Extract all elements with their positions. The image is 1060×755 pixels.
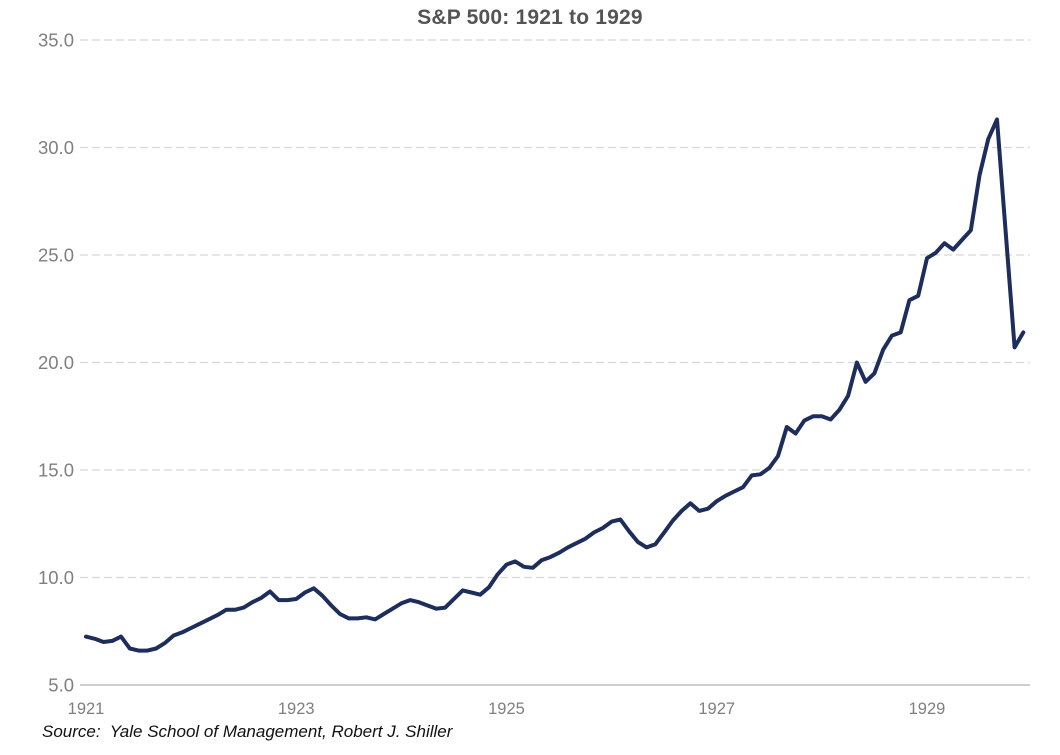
price-line-series <box>84 117 1026 653</box>
x-tick-label: 1929 <box>909 700 946 718</box>
x-tick-label: 1927 <box>698 700 735 718</box>
y-tick-label: 35.0 <box>38 30 74 51</box>
y-tick-label: 20.0 <box>38 352 74 373</box>
chart-title: S&P 500: 1921 to 1929 <box>417 6 643 29</box>
y-tick-label: 30.0 <box>38 137 74 158</box>
y-tick-label: 5.0 <box>48 675 74 696</box>
x-tick-label: 1925 <box>488 700 525 718</box>
y-tick-label: 25.0 <box>38 245 74 266</box>
x-tick-label: 1923 <box>278 700 315 718</box>
source-note: Source: Yale School of Management, Rober… <box>42 722 453 741</box>
y-tick-label: 15.0 <box>38 460 74 481</box>
x-tick-label: 1921 <box>68 700 105 718</box>
y-tick-label: 10.0 <box>38 567 74 588</box>
